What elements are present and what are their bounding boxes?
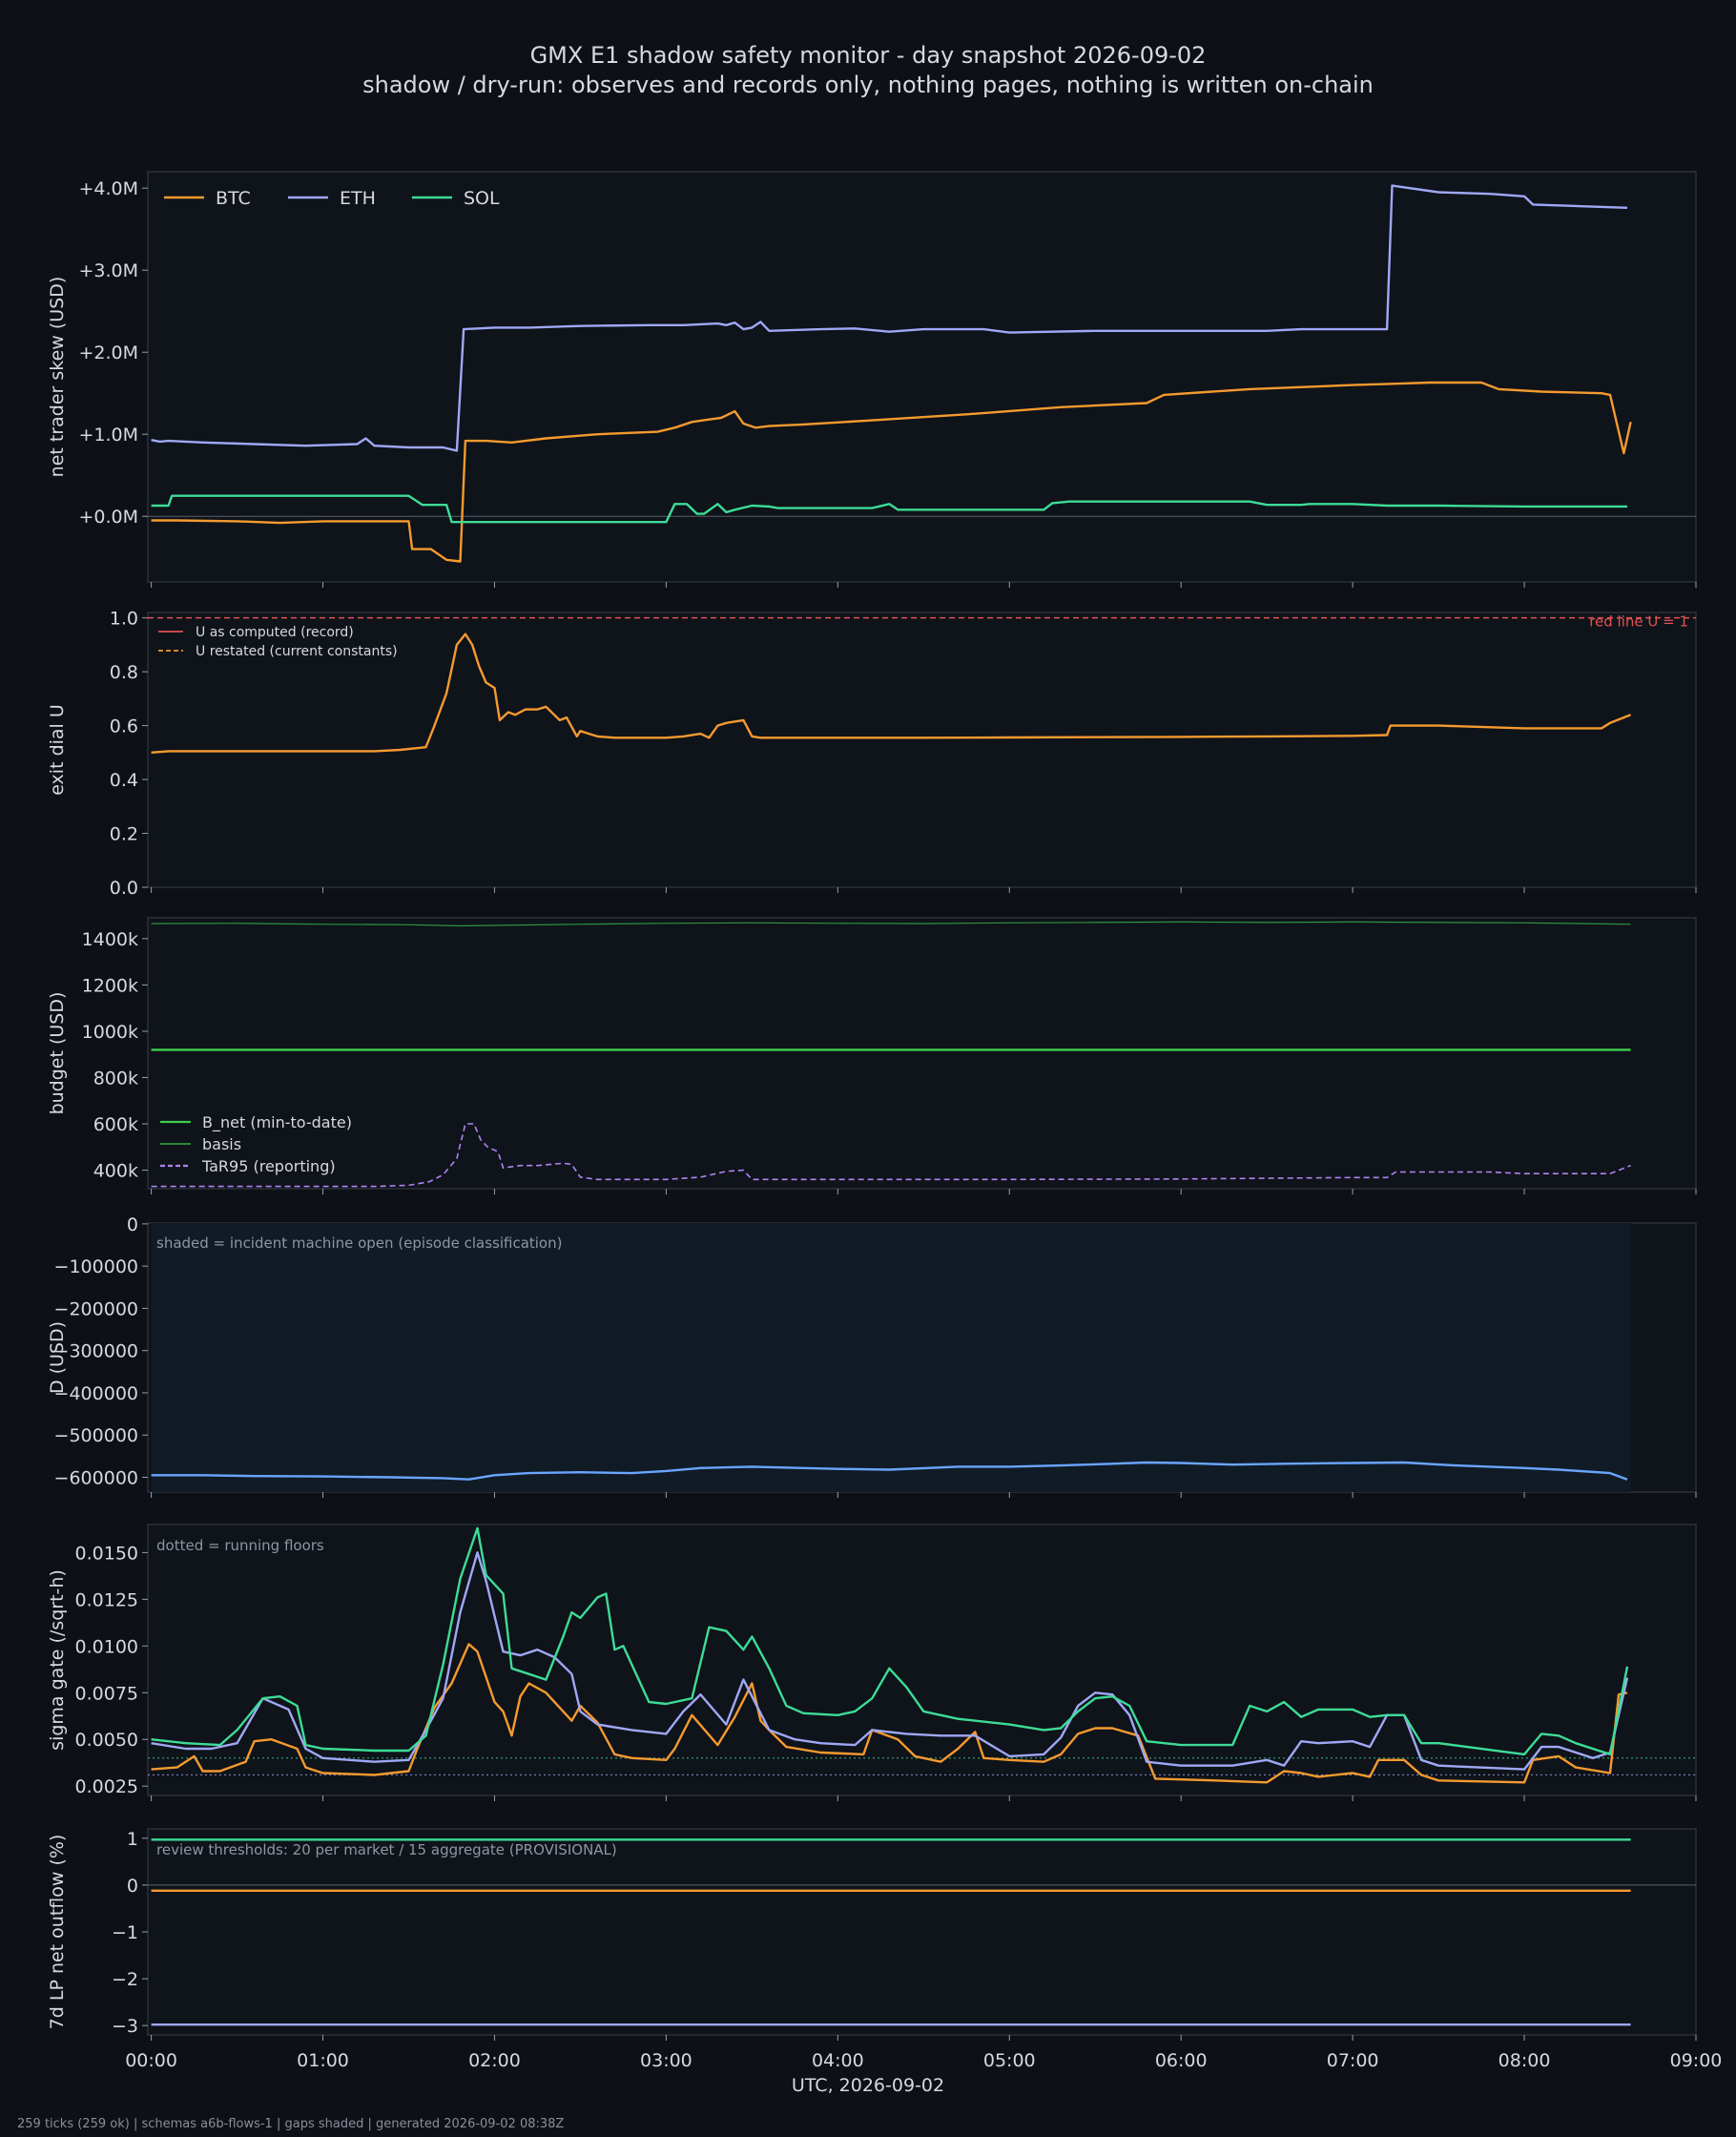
panel-frame [147, 171, 1697, 583]
y-axis-label: exit dial U [47, 704, 68, 796]
y-tick-label: 0 [127, 1876, 138, 1897]
y-tick-label: −100000 [54, 1256, 138, 1277]
y-tick-label: +4.0M [78, 178, 138, 199]
footer-status: 259 ticks (259 ok) | schemas a6b-flows-1… [17, 2117, 564, 2131]
y-tick-label: +1.0M [78, 425, 138, 446]
y-axis-label: budget (USD) [47, 992, 68, 1115]
y-tick-label: −400000 [54, 1383, 138, 1404]
series-line-sol [151, 494, 1627, 524]
y-tick-label: −3 [112, 2016, 138, 2037]
panel-skew: +0.0M +1.0M +2.0M +3.0M +4.0M net trader skew… [47, 171, 1697, 588]
y-tick-label: +2.0M [78, 342, 138, 363]
y-tick-label: 0 [127, 1214, 138, 1235]
series-line-d [151, 1461, 1628, 1481]
y-tick-label: 400k [93, 1161, 138, 1182]
figure-title: GMX E1 shadow safety monitor - day snaps… [530, 42, 1207, 69]
y-tick-label: 800k [93, 1068, 138, 1089]
y-tick-label: 0.0 [110, 878, 138, 899]
y-tick-label: 1400k [82, 929, 138, 950]
legend-label: BTC [216, 188, 251, 209]
panel-exit: 0.0 0.2 0.4 0.6 0.8 1.0 exit dial U red line U … [47, 609, 1697, 899]
incident-shaded-span [151, 1223, 1631, 1492]
x-tick-label: 09:00 [1670, 2050, 1723, 2071]
x-tick-label: 03:00 [640, 2050, 692, 2071]
panel-frame [147, 1828, 1697, 2036]
x-tick-label: 06:00 [1155, 2050, 1208, 2071]
y-axis-label: sigma gate (/sqrt-h) [47, 1569, 68, 1751]
panel-D: shaded = incident machine open (episode … [47, 1214, 1697, 1498]
y-tick-label: 0.0125 [75, 1589, 138, 1610]
legend: BTC ETH SOL [164, 188, 500, 209]
panel-budget: 400k 600k 800k 1000k 1200k 1400k budget (USD) B… [47, 917, 1697, 1194]
y-tick-label: −600000 [54, 1468, 138, 1489]
y-tick-label: 0.4 [110, 770, 138, 791]
panel-outflow: review thresholds: 20 per market / 15 ag… [47, 1828, 1723, 2071]
y-tick-label: 0.2 [110, 824, 138, 845]
series-line-basis [151, 921, 1631, 927]
y-tick-label: 0.0075 [75, 1683, 138, 1704]
panel-note: review thresholds: 20 per market / 15 ag… [156, 1841, 617, 1858]
y-tick-label: 0.6 [110, 716, 138, 737]
y-tick-label: +0.0M [78, 507, 138, 528]
y-axis-label: D (USD) [47, 1321, 68, 1394]
y-tick-label: 0.0100 [75, 1636, 138, 1657]
red-line-label: red line U = 1 [1589, 613, 1688, 631]
legend-label: basis [202, 1135, 241, 1153]
legend: U as computed (record) U restated (curren… [158, 625, 398, 659]
shaded-span-note: shaded = incident machine open (episode … [156, 1234, 562, 1252]
legend-label: TaR95 (reporting) [201, 1157, 336, 1175]
y-tick-label: 1200k [82, 975, 138, 996]
legend: B_net (min-to-date) basis TaR95 (reporting… [160, 1113, 352, 1175]
y-tick-label: 1.0 [110, 609, 138, 630]
x-tick-label: 04:00 [812, 2050, 864, 2071]
y-axis-label: net trader skew (USD) [47, 277, 68, 478]
figure-subtitle: shadow / dry-run: observes and records o… [362, 72, 1374, 98]
y-tick-label: −500000 [54, 1425, 138, 1446]
y-tick-label: 0.0050 [75, 1730, 138, 1751]
panel-sigma: dotted = running floors 0.0025 0.0050 0.007… [47, 1524, 1697, 1801]
series-line-u-restated-current-constants- [151, 633, 1632, 754]
x-tick-label: 05:00 [983, 2050, 1036, 2071]
series-line-btc [151, 381, 1632, 563]
series-line-eth [151, 184, 1628, 452]
y-tick-label: −200000 [54, 1298, 138, 1319]
x-tick-label: 00:00 [125, 2050, 177, 2071]
panel-frame [147, 917, 1697, 1190]
x-tick-label: 02:00 [468, 2050, 521, 2071]
series-line-sol [151, 1526, 1629, 1756]
y-axis-label: 7d LP net outflow (%) [47, 1835, 68, 2030]
legend-label: U restated (current constants) [196, 644, 398, 659]
y-tick-label: −2 [112, 1969, 138, 1990]
y-tick-label: 1000k [82, 1022, 138, 1043]
x-tick-label: 08:00 [1498, 2050, 1551, 2071]
y-tick-label: 600k [93, 1114, 138, 1135]
chart-panels: +0.0M +1.0M +2.0M +3.0M +4.0M net trader skew… [47, 171, 1723, 2071]
x-tick-label: 07:00 [1327, 2050, 1379, 2071]
legend-label: B_net (min-to-date) [202, 1113, 352, 1132]
legend-label: U as computed (record) [196, 625, 354, 640]
legend-label: ETH [340, 188, 376, 209]
x-tick-label: 01:00 [297, 2050, 349, 2071]
y-tick-label: +3.0M [78, 260, 138, 281]
x-axis-label: UTC, 2026-09-02 [792, 2075, 944, 2096]
panel-note: dotted = running floors [156, 1537, 324, 1554]
y-tick-label: 0.8 [110, 662, 138, 683]
y-tick-label: 1 [127, 1829, 138, 1850]
y-tick-label: 0.0025 [75, 1776, 138, 1797]
legend-label: SOL [464, 188, 500, 209]
y-tick-label: −1 [112, 1922, 138, 1943]
y-tick-label: −300000 [54, 1341, 138, 1362]
series-line-tar95-reporting- [151, 1123, 1631, 1188]
panel-frame [147, 1524, 1697, 1796]
y-tick-label: 0.0150 [75, 1543, 138, 1564]
